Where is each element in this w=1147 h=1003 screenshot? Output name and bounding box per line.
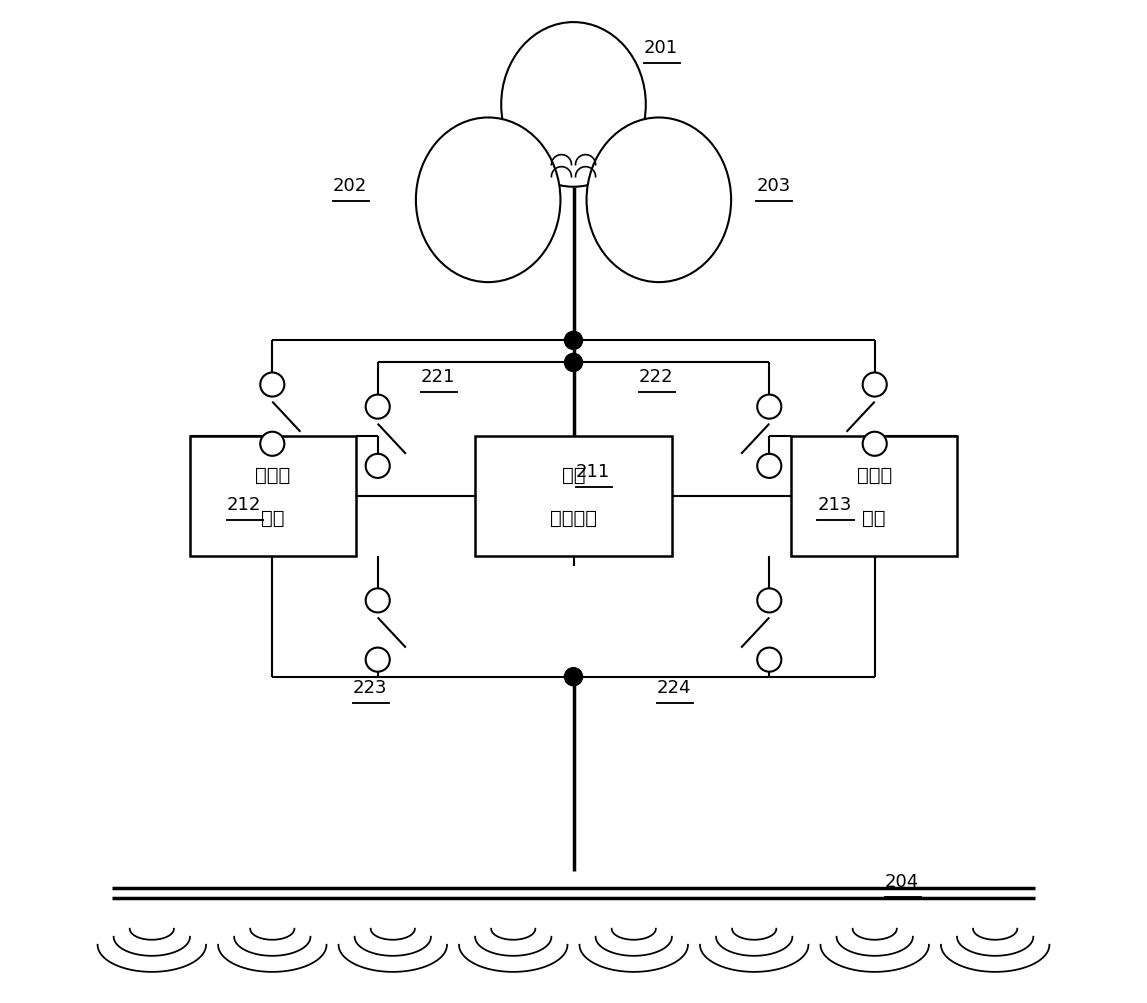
Circle shape — [260, 373, 284, 397]
FancyBboxPatch shape — [791, 436, 957, 557]
Text: 213: 213 — [818, 495, 852, 514]
Text: 移动: 移动 — [262, 509, 284, 527]
Text: 212: 212 — [227, 495, 262, 514]
Circle shape — [564, 354, 583, 372]
Circle shape — [757, 395, 781, 419]
FancyBboxPatch shape — [475, 436, 672, 557]
Circle shape — [366, 648, 390, 672]
Ellipse shape — [586, 118, 731, 283]
Circle shape — [260, 432, 284, 456]
Text: 223: 223 — [352, 678, 388, 696]
Text: 204: 204 — [884, 872, 919, 890]
Circle shape — [366, 589, 390, 613]
Circle shape — [757, 648, 781, 672]
Circle shape — [366, 454, 390, 478]
Text: 天线控制: 天线控制 — [551, 509, 596, 527]
Text: 221: 221 — [421, 367, 455, 385]
Text: 直放站: 直放站 — [857, 466, 892, 484]
Circle shape — [863, 373, 887, 397]
Ellipse shape — [416, 118, 561, 283]
Ellipse shape — [501, 23, 646, 188]
Circle shape — [863, 432, 887, 456]
FancyBboxPatch shape — [190, 436, 356, 557]
Circle shape — [564, 668, 583, 686]
Text: 202: 202 — [333, 177, 367, 195]
Text: 203: 203 — [756, 177, 790, 195]
Text: 222: 222 — [639, 367, 673, 385]
Text: 224: 224 — [657, 678, 692, 696]
Text: 直放站: 直放站 — [255, 466, 290, 484]
Text: 单元: 单元 — [562, 466, 585, 484]
Circle shape — [757, 589, 781, 613]
Circle shape — [757, 454, 781, 478]
Text: 移动: 移动 — [863, 509, 885, 527]
Text: 211: 211 — [576, 462, 610, 480]
Text: 201: 201 — [643, 39, 678, 57]
Circle shape — [564, 332, 583, 350]
Circle shape — [366, 395, 390, 419]
